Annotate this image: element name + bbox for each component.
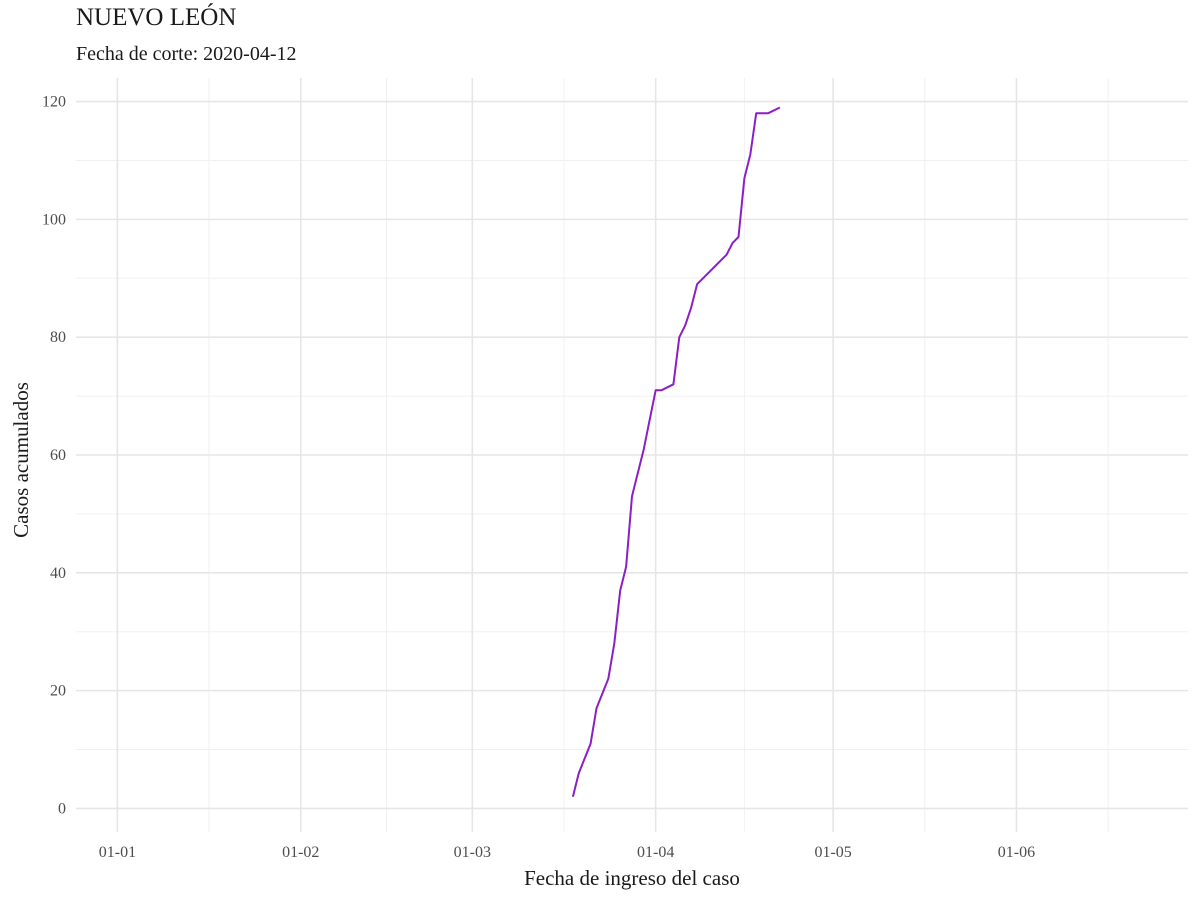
x-axis-ticks: 01-01 01-02 01-03 01-04 01-05 01-06 bbox=[99, 844, 1035, 861]
cumulative-cases-line bbox=[571, 106, 781, 797]
chart-title: NUEVO LEÓN bbox=[76, 4, 237, 31]
y-tick-label: 20 bbox=[50, 683, 66, 700]
x-tick-label: 01-03 bbox=[454, 844, 491, 861]
y-axis-title: Casos acumulados bbox=[9, 382, 33, 538]
y-tick-label: 100 bbox=[42, 211, 66, 228]
x-axis-title: Fecha de ingreso del caso bbox=[524, 866, 740, 890]
y-tick-label: 80 bbox=[50, 329, 66, 346]
x-tick-label: 01-01 bbox=[99, 844, 136, 861]
y-tick-label: 0 bbox=[58, 800, 66, 817]
x-tick-label: 01-06 bbox=[998, 844, 1035, 861]
y-tick-label: 60 bbox=[50, 447, 66, 464]
grid-lines bbox=[76, 78, 1188, 832]
x-tick-label: 01-04 bbox=[637, 844, 674, 861]
y-tick-label: 120 bbox=[42, 94, 66, 111]
x-tick-label: 01-02 bbox=[282, 844, 319, 861]
x-tick-label: 01-05 bbox=[814, 844, 851, 861]
y-axis-ticks: 0 20 40 60 80 100 120 bbox=[42, 94, 66, 818]
y-tick-label: 40 bbox=[50, 565, 66, 582]
series-layer bbox=[571, 106, 781, 797]
chart-subtitle: Fecha de corte: 2020-04-12 bbox=[76, 43, 297, 65]
